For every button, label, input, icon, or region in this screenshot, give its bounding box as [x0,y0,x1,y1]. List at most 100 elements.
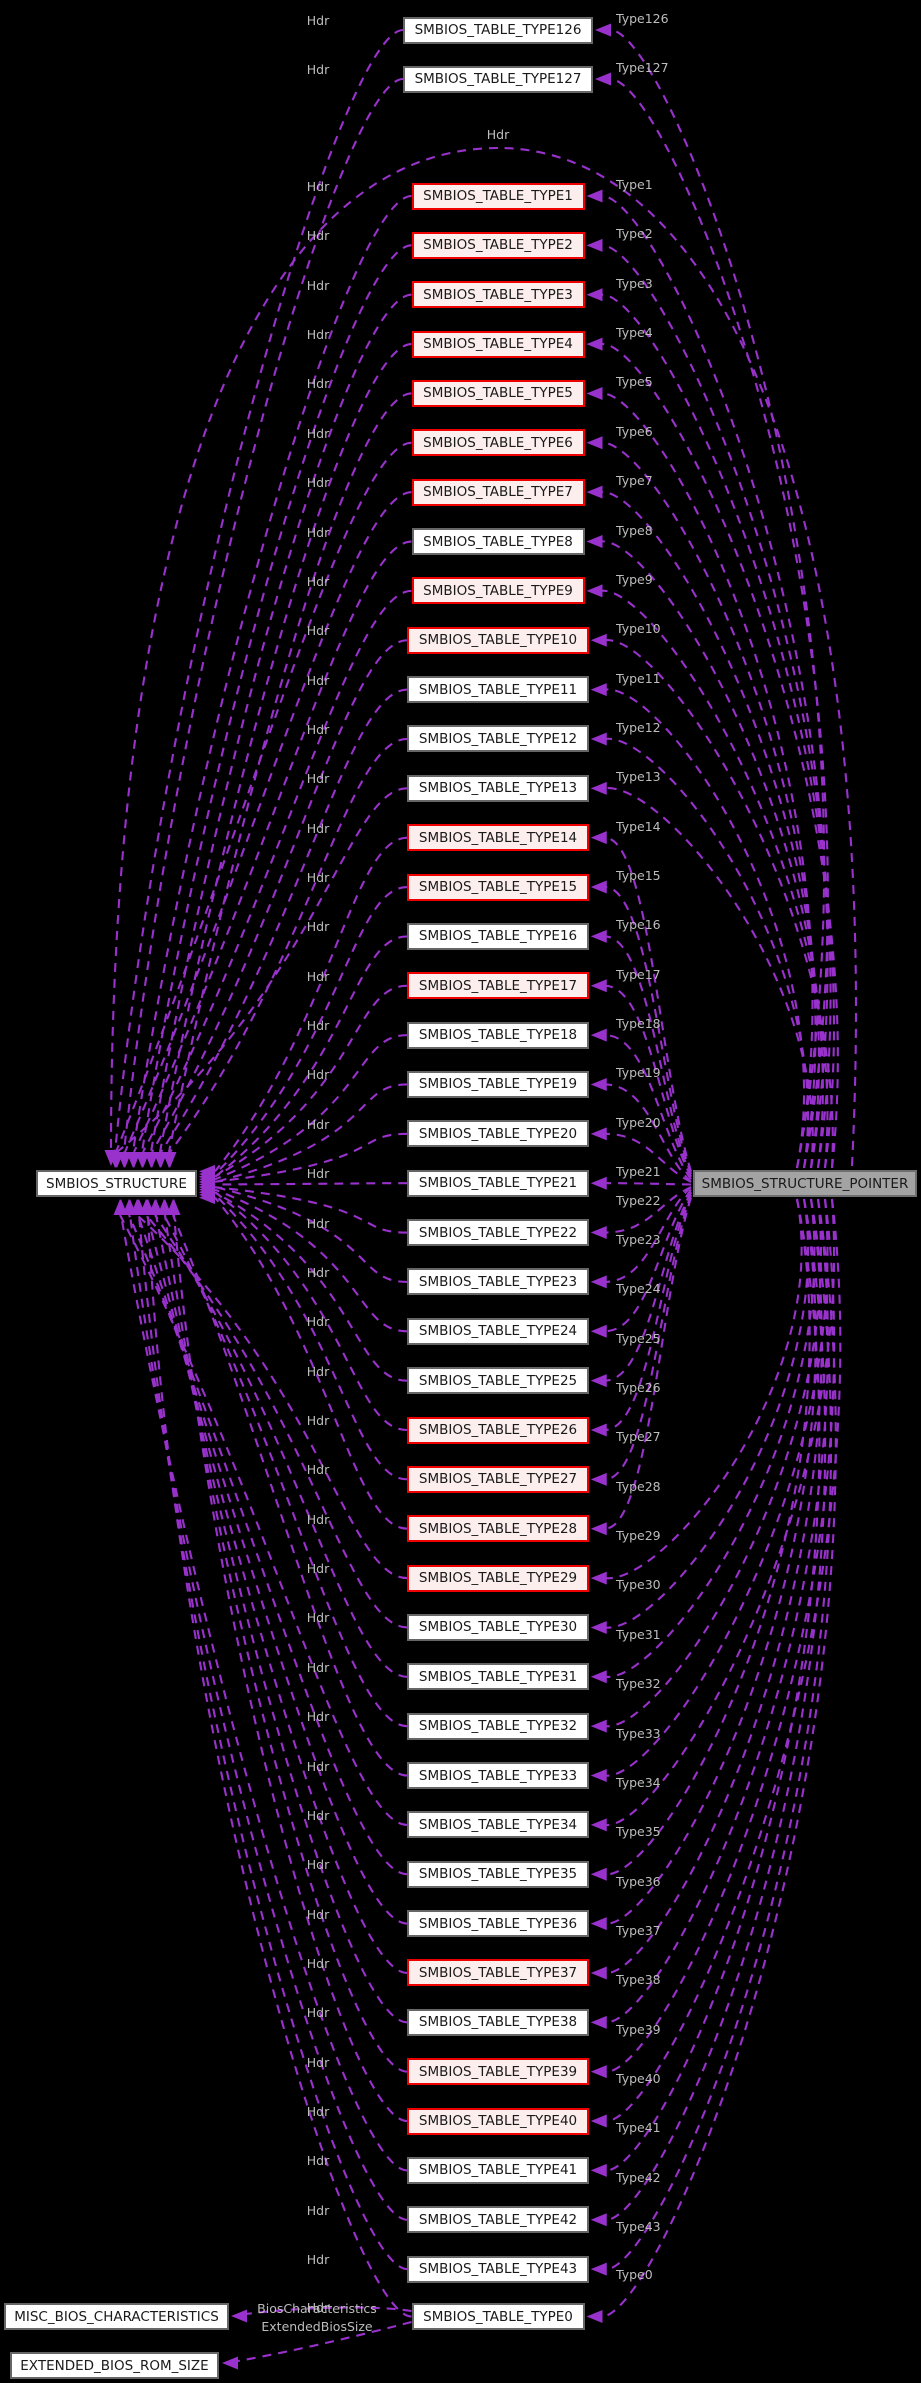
node-smbios-table-type9[interactable]: SMBIOS_TABLE_TYPE9 [411,577,585,605]
edge-label-hdr: Hdr [306,870,330,886]
node-smbios-table-type37[interactable]: SMBIOS_TABLE_TYPE37 [407,1959,589,1987]
node-smbios-table-type28[interactable]: SMBIOS_TABLE_TYPE28 [407,1515,589,1543]
edge-label-hdr: Hdr [306,327,330,343]
node-smbios-table-type19[interactable]: SMBIOS_TABLE_TYPE19 [407,1070,589,1098]
node-smbios-table-type12[interactable]: SMBIOS_TABLE_TYPE12 [407,725,589,753]
edge-label-hdr: Hdr [306,573,330,589]
edge-label-hdr: Hdr [306,2153,330,2169]
node-smbios-table-type1[interactable]: SMBIOS_TABLE_TYPE1 [411,182,585,210]
node-smbios-table-type34[interactable]: SMBIOS_TABLE_TYPE34 [407,1811,589,1839]
edge-label-type14: Type14 [616,818,661,834]
edge-label-hdr: Hdr [306,1413,330,1428]
edge-label-type32: Type32 [616,1676,661,1692]
edge-label-type36: Type36 [616,1873,661,1889]
node-smbios-table-type5[interactable]: SMBIOS_TABLE_TYPE5 [411,379,585,407]
edge-label-type8: Type8 [616,522,653,538]
edge-label-type17: Type17 [616,966,661,982]
edge-label-hdr: Hdr [306,1709,330,1725]
edge-label-hdr: Hdr [306,1659,330,1675]
node-smbios-table-type6[interactable]: SMBIOS_TABLE_TYPE6 [411,429,585,457]
edge-label-type4: Type4 [616,325,653,341]
edge-label-type33: Type33 [616,1725,661,1741]
edge-label-type34: Type34 [616,1774,661,1790]
edge-label-type1: Type1 [616,177,653,192]
node-smbios-structure[interactable]: SMBIOS_STRUCTURE [36,1170,197,1197]
node-smbios-table-type127[interactable]: SMBIOS_TABLE_TYPE127 [403,65,593,93]
node-smbios-table-type126[interactable]: SMBIOS_TABLE_TYPE126 [403,16,593,44]
node-smbios-table-type10[interactable]: SMBIOS_TABLE_TYPE10 [407,626,589,654]
edge-label-type30: Type30 [616,1577,661,1593]
node-smbios-table-type32[interactable]: SMBIOS_TABLE_TYPE32 [407,1712,589,1740]
edge-label-hdr: Hdr [306,623,330,639]
edge-label-hdr: Hdr [306,179,330,194]
edge-label-hdr: Hdr [306,1215,330,1231]
node-smbios-table-type23[interactable]: SMBIOS_TABLE_TYPE23 [407,1268,589,1296]
edge-label-hdr: Hdr [306,721,330,737]
node-smbios-table-type13[interactable]: SMBIOS_TABLE_TYPE13 [407,774,589,802]
node-smbios-table-type22[interactable]: SMBIOS_TABLE_TYPE22 [407,1219,589,1247]
edge-label-type6: Type6 [616,423,653,439]
edge-label-type23: Type23 [616,1231,661,1247]
node-smbios-table-type16[interactable]: SMBIOS_TABLE_TYPE16 [407,922,589,950]
node-smbios-table-type21[interactable]: SMBIOS_TABLE_TYPE21 [407,1169,589,1197]
node-smbios-table-type38[interactable]: SMBIOS_TABLE_TYPE38 [407,2008,589,2036]
edge-label-type5: Type5 [616,374,653,390]
node-smbios-table-type41[interactable]: SMBIOS_TABLE_TYPE41 [407,2156,589,2184]
node-smbios-table-type39[interactable]: SMBIOS_TABLE_TYPE39 [407,2058,589,2086]
edge-label-hdr: Hdr [306,524,330,540]
node-smbios-table-type27[interactable]: SMBIOS_TABLE_TYPE27 [407,1465,589,1493]
node-smbios-table-type43[interactable]: SMBIOS_TABLE_TYPE43 [407,2255,589,2283]
node-smbios-table-type7[interactable]: SMBIOS_TABLE_TYPE7 [411,478,585,506]
node-smbios-table-type2[interactable]: SMBIOS_TABLE_TYPE2 [411,231,585,259]
node-smbios-structure-pointer[interactable]: SMBIOS_STRUCTURE_POINTER [693,1170,917,1197]
edge-label-hdr: Hdr [306,2054,330,2070]
edge-label-hdr: Hdr [306,2202,330,2218]
edge-label-hdr: Hdr [306,425,330,441]
edge-label-type21: Type21 [616,1164,661,1180]
node-smbios-table-type0[interactable]: SMBIOS_TABLE_TYPE0 [411,2303,585,2330]
node-smbios-table-type20[interactable]: SMBIOS_TABLE_TYPE20 [407,1120,589,1148]
edge-label-hdr: Hdr [306,277,330,293]
node-smbios-table-type36[interactable]: SMBIOS_TABLE_TYPE36 [407,1910,589,1938]
node-smbios-table-type15[interactable]: SMBIOS_TABLE_TYPE15 [407,873,589,901]
edge-label-hdr: Hdr [306,771,330,787]
node-smbios-table-type35[interactable]: SMBIOS_TABLE_TYPE35 [407,1860,589,1888]
edge-label-hdr: Hdr [306,1906,330,1922]
edge-label-hdr: Hdr [306,13,330,28]
node-smbios-table-type33[interactable]: SMBIOS_TABLE_TYPE33 [407,1762,589,1790]
node-smbios-table-type30[interactable]: SMBIOS_TABLE_TYPE30 [407,1613,589,1641]
edge-label-hdr: Hdr [306,1511,330,1527]
edge-label-type19: Type19 [616,1065,661,1081]
node-smbios-table-type4[interactable]: SMBIOS_TABLE_TYPE4 [411,330,585,358]
edge-label-type28: Type28 [616,1478,661,1494]
node-smbios-table-type14[interactable]: SMBIOS_TABLE_TYPE14 [407,824,589,852]
edge-label-hdr: Hdr [306,1067,330,1083]
edge-label-hdr: Hdr [306,968,330,984]
edge-label-type40: Type40 [616,2071,661,2087]
edge-arrowheads [104,23,611,2370]
node-smbios-table-type3[interactable]: SMBIOS_TABLE_TYPE3 [411,281,585,309]
edge-label-type7: Type7 [616,473,653,489]
edge-label-bioscharacteristics: BiosCharacteristics [257,2301,377,2316]
node-smbios-table-type18[interactable]: SMBIOS_TABLE_TYPE18 [407,1021,589,1049]
node-smbios-table-type8[interactable]: SMBIOS_TABLE_TYPE8 [411,528,585,556]
node-smbios-table-type31[interactable]: SMBIOS_TABLE_TYPE31 [407,1663,589,1691]
node-smbios-table-type29[interactable]: SMBIOS_TABLE_TYPE29 [407,1564,589,1592]
node-smbios-table-type11[interactable]: SMBIOS_TABLE_TYPE11 [407,676,589,704]
edge-label-hdr: Hdr [306,376,330,392]
node-smbios-table-type25[interactable]: SMBIOS_TABLE_TYPE25 [407,1367,589,1395]
edge-label-type42: Type42 [616,2169,661,2185]
node-smbios-table-type17[interactable]: SMBIOS_TABLE_TYPE17 [407,972,589,1000]
edge-label-hdr: Hdr [306,2104,330,2120]
edge-label-type35: Type35 [616,1824,661,1840]
node-extended-bios-rom-size[interactable]: EXTENDED_BIOS_ROM_SIZE [10,2352,219,2379]
node-misc-bios-characteristics[interactable]: MISC_BIOS_CHARACTERISTICS [4,2303,229,2330]
node-smbios-table-type40[interactable]: SMBIOS_TABLE_TYPE40 [407,2107,589,2135]
node-smbios-table-type26[interactable]: SMBIOS_TABLE_TYPE26 [407,1416,589,1444]
node-smbios-table-type24[interactable]: SMBIOS_TABLE_TYPE24 [407,1317,589,1345]
node-smbios-table-type42[interactable]: SMBIOS_TABLE_TYPE42 [407,2206,589,2234]
edge-label-type25: Type25 [616,1330,661,1346]
edge-label-hdr: Hdr [306,1807,330,1823]
edge-label-type16: Type16 [616,917,661,933]
